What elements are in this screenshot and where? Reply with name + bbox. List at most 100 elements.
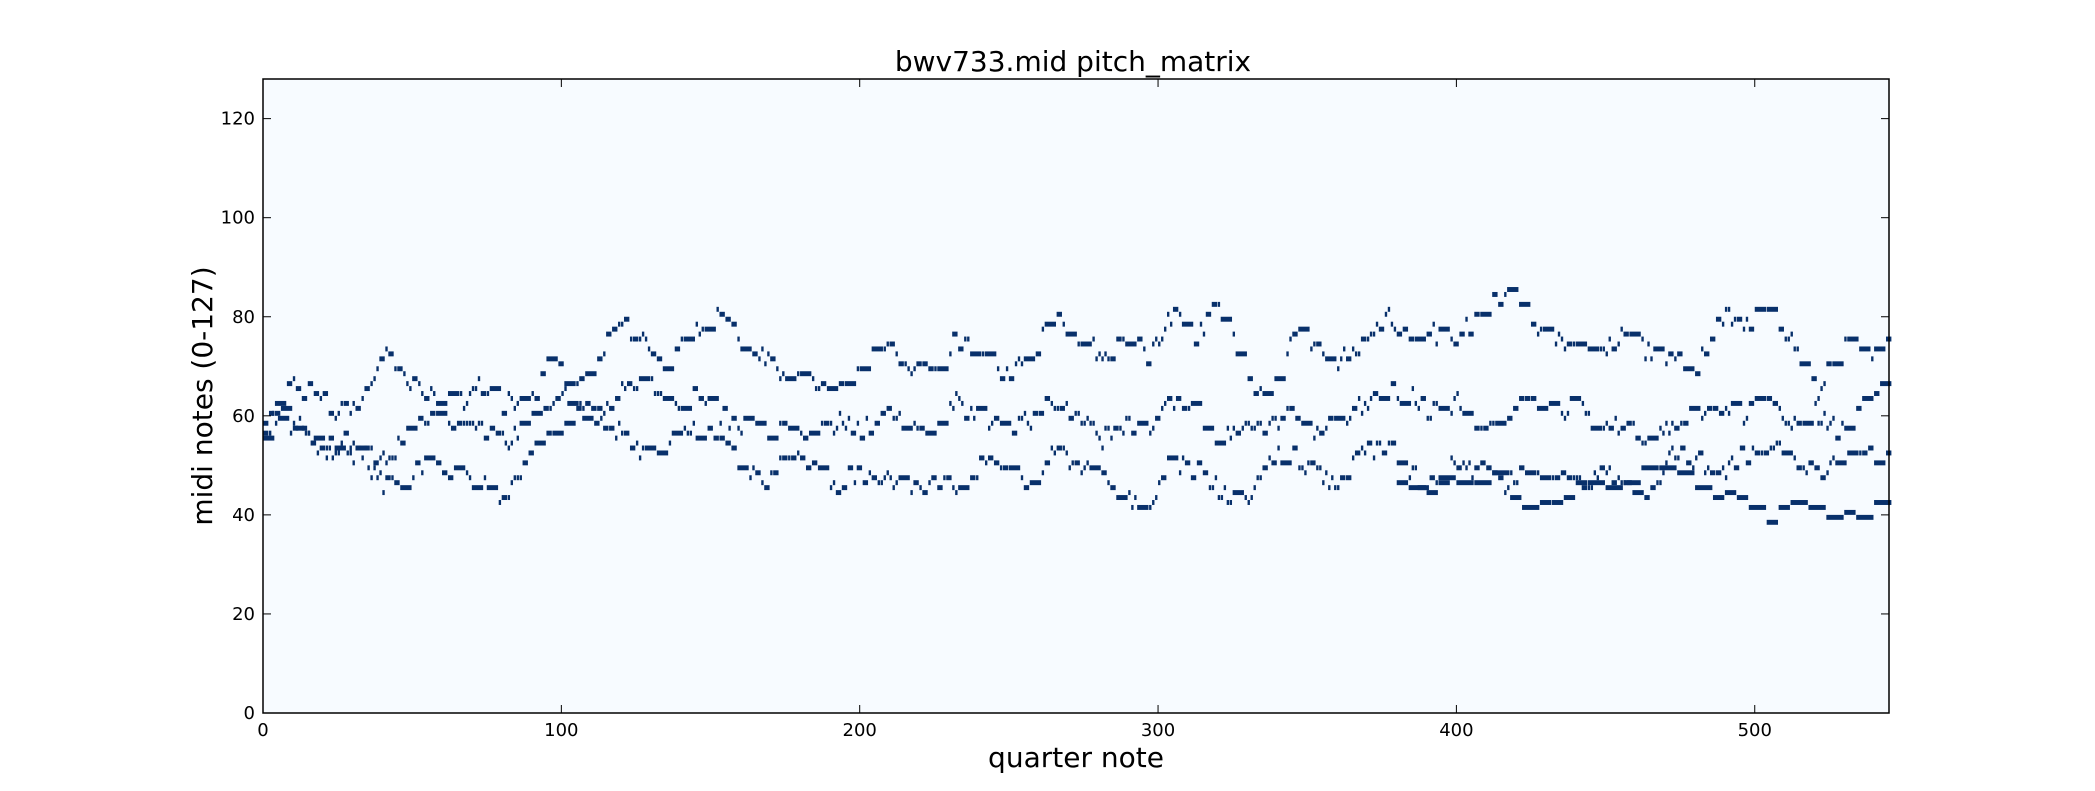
note-cell [993,415,1000,421]
note-cell [477,376,481,382]
note-cell [1080,420,1083,426]
note-cell [770,470,773,476]
note-cell [1369,331,1373,337]
note-cell [1137,336,1143,342]
note-cell [671,430,684,436]
note-cell [1575,475,1579,481]
note-cell [987,425,991,431]
x-tick-label: 400 [1439,720,1473,741]
note-cell [468,391,472,396]
note-cell [1274,415,1277,421]
note-cell [427,420,430,426]
note-cell [1811,376,1817,382]
note-cell [1695,455,1698,461]
note-cell [1080,341,1092,347]
note-cell [1542,326,1555,332]
note-cell [510,480,514,486]
note-cell [1020,361,1024,367]
note-cell [1701,346,1704,352]
note-cell [904,361,907,367]
note-cell [1074,410,1077,416]
note-cell [1674,356,1677,362]
note-cell [1417,405,1420,411]
note-cell [1510,495,1522,501]
note-cell [832,430,836,436]
note-cell [1017,356,1021,362]
note-cell [418,381,421,387]
note-cell [841,485,848,491]
note-cell [1372,455,1376,461]
note-cell [791,455,797,461]
note-cell [1023,356,1036,362]
note-cell [540,371,546,377]
note-cell [486,485,499,491]
note-cell [922,361,928,367]
note-cell [776,366,779,372]
note-cell [370,381,373,387]
note-cell [1098,435,1101,441]
note-cell [817,465,830,471]
note-cell [430,386,433,392]
note-cell [1841,420,1844,426]
note-cell [898,410,901,416]
note-cell [1802,465,1805,471]
note-cell [719,420,722,426]
note-cell [352,400,355,406]
note-cell [1101,356,1104,362]
note-cell [1125,341,1137,347]
note-cell [382,490,385,496]
note-cell [1626,420,1632,426]
note-cell [1190,400,1203,406]
note-cell [1513,405,1519,411]
note-cell [1492,420,1495,426]
note-cell [755,470,761,476]
note-cell [1280,415,1286,421]
note-cell [263,435,275,441]
note-cell [1322,351,1325,357]
note-cell [1668,430,1671,436]
note-cell [934,366,937,372]
note-cell [1178,470,1182,476]
note-cell [1465,316,1468,322]
note-cell [1110,356,1116,362]
note-cell [1137,504,1149,510]
note-cell [1590,425,1602,431]
note-cell [707,396,719,401]
note-cell [1644,356,1647,362]
note-cell [1256,420,1259,426]
note-cell [1065,331,1077,337]
note-cell [800,430,803,436]
note-cell [1760,450,1764,456]
plot-frame [262,78,1890,714]
note-cell [1089,465,1101,471]
note-cell [1086,460,1089,466]
note-cell [1155,495,1158,501]
note-cell [910,490,913,496]
note-cell [1790,331,1793,337]
note-cell [522,460,528,466]
note-cell [883,346,886,352]
note-cell [1510,470,1513,476]
note-cell [1378,396,1391,401]
note-cell [1730,400,1743,406]
note-cell [576,405,582,411]
note-cell [1551,475,1555,481]
note-cell [811,460,818,466]
note-cell [1426,331,1432,337]
note-cell [993,460,1000,466]
note-cell [1426,415,1429,421]
note-cell [1137,420,1149,426]
note-cell [823,420,830,426]
note-cell [1704,351,1710,357]
x-axis-label: quarter note [988,741,1164,774]
note-cell [370,445,373,451]
note-cell [1411,386,1415,392]
note-cell [1623,331,1629,337]
note-cell [343,430,349,436]
note-cell [1519,301,1531,307]
note-cell [1286,405,1289,411]
note-cell [615,435,618,441]
note-cell [1674,425,1680,431]
note-cell [1128,415,1131,421]
note-cell [1560,470,1567,476]
